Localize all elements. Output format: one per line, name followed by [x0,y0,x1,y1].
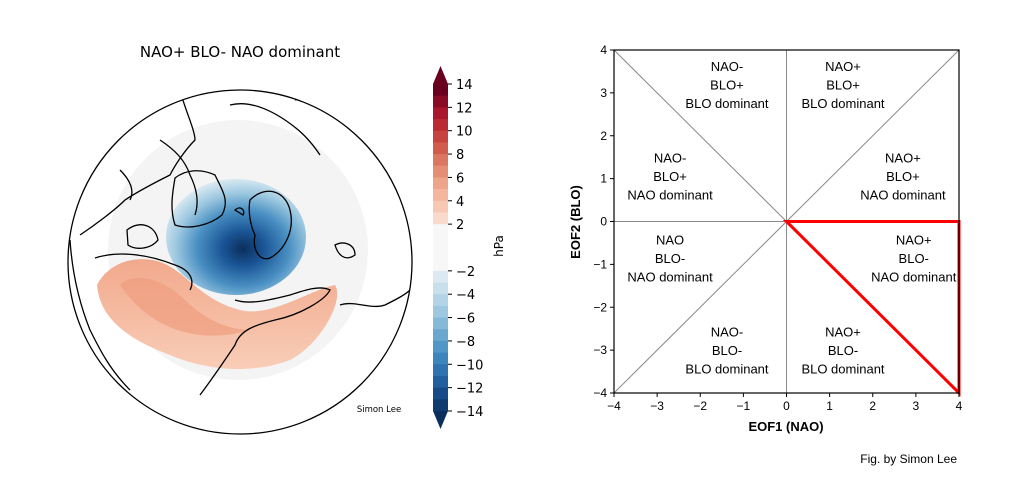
x-tick-label: 3 [913,399,920,413]
region-label: NAO- [711,325,744,340]
colorbar-band [433,142,448,155]
colorbar-extend-max [433,66,448,84]
polar-map: Simon Lee [67,89,413,435]
colorbar-band [433,165,448,178]
colorbar-band [433,305,448,319]
colorbar-band [433,212,448,225]
x-tick-label: −1 [737,399,751,413]
colorbar-band [433,224,448,237]
region-label: BLO- [828,343,858,358]
colorbar-band [433,259,448,272]
region-label: NAO+ [896,232,932,247]
colorbar-band [433,364,448,377]
region-label: BLO- [655,251,685,266]
colorbar-band [433,387,448,400]
map-title: NAO+ BLO- NAO dominant [140,43,340,61]
colorbar-tick-label: −6 [456,312,475,327]
colorbar-label: hPa [492,235,506,257]
negative-anomaly [166,179,306,295]
region-label: NAO dominant [627,269,713,284]
region-label: NAO dominant [860,188,946,203]
y-tick-label: −2 [593,300,607,314]
eof-phase-diagram: −4 −3 −2 −1 0 1 2 3 4 4 3 2 1 0 −1 −2 −3 −4 NAO- BLO+ BLO do… [593,43,962,413]
colorbar-tick-label: −2 [456,265,475,280]
colorbar-tick-label: 2 [456,218,464,233]
colorbar-band [433,107,448,120]
colorbar-band [433,352,448,365]
colorbar-band [433,177,448,190]
region-label: BLO+ [826,77,860,92]
colorbar-tick-label: −4 [456,288,475,303]
colorbar-band [433,200,448,213]
y-tick-label: 3 [600,86,607,100]
region-label: NAO dominant [627,188,713,203]
colorbar-band [433,340,448,354]
colorbar-extend-min [433,411,448,429]
colorbar-band [433,329,448,342]
region-label: NAO+ [885,151,921,166]
footer-credit: Fig. by Simon Lee [860,452,957,466]
y-tick-label: 1 [600,172,607,186]
colorbar-band [433,270,448,284]
colorbar-band [433,119,448,132]
positive-anomaly-core [120,277,250,336]
colorbar-band [433,95,448,108]
globe-outline [67,89,413,435]
x-axis-label: EOF1 (NAO) [748,419,823,434]
region-label: BLO- [899,251,929,266]
region-label: BLO dominant [801,96,884,111]
region-label: BLO- [712,343,742,358]
region-label: NAO dominant [871,269,957,284]
region-label: BLO+ [653,169,687,184]
colorbar-band [433,235,448,248]
colorbar-band [433,84,448,97]
region-label: NAO+ [825,325,861,340]
region-label: BLO+ [886,169,920,184]
colorbar-tick-label: 4 [456,195,464,210]
colorbar-band [433,399,448,412]
colorbar: 14 12 10 8 6 4 2 −2 −4 −6 −8 −10 −12 −14 [433,66,483,429]
colorbar-band [433,130,448,143]
y-axis-label: EOF2 (BLO) [568,185,583,259]
colorbar-tick-label: 10 [456,125,473,140]
region-label: BLO+ [710,77,744,92]
y-tick-label: −3 [593,343,607,357]
x-tick-label: −3 [650,399,664,413]
x-tick-label: −4 [607,399,621,413]
colorbar-band [433,247,448,260]
colorbar-band [433,317,448,330]
x-tick-label: 2 [869,399,876,413]
region-label: NAO- [654,151,687,166]
colorbar-tick-label: 6 [456,171,464,186]
colorbar-tick-label: −12 [456,382,483,397]
colorbar-band [433,282,448,295]
x-tick-label: 0 [783,399,790,413]
colorbar-band [433,189,448,202]
x-tick-label: 1 [826,399,833,413]
y-tick-label: 0 [600,215,607,229]
x-tick-label: 4 [956,399,963,413]
region-label: BLO dominant [685,96,768,111]
colorbar-tick-label: −8 [456,335,475,350]
colorbar-tick-label: 14 [456,78,473,93]
region-label: BLO dominant [801,362,884,377]
y-tick-label: −1 [593,257,607,271]
x-tick-label: −2 [693,399,707,413]
colorbar-tick-label: 12 [456,101,473,116]
colorbar-tick-label: 8 [456,148,464,163]
colorbar-band [433,154,448,167]
y-tick-label: −4 [593,386,607,400]
region-label: NAO [656,232,684,247]
y-tick-label: 4 [600,43,607,57]
colorbar-tick-label: −10 [456,358,483,373]
region-label: BLO dominant [685,362,768,377]
y-tick-label: 2 [600,129,607,143]
colorbar-band [433,294,448,307]
colorbar-tick-label: −14 [456,405,483,420]
colorbar-band [433,375,448,389]
region-label: NAO- [711,59,744,74]
map-credit: Simon Lee [357,405,401,415]
region-label: NAO+ [825,59,861,74]
